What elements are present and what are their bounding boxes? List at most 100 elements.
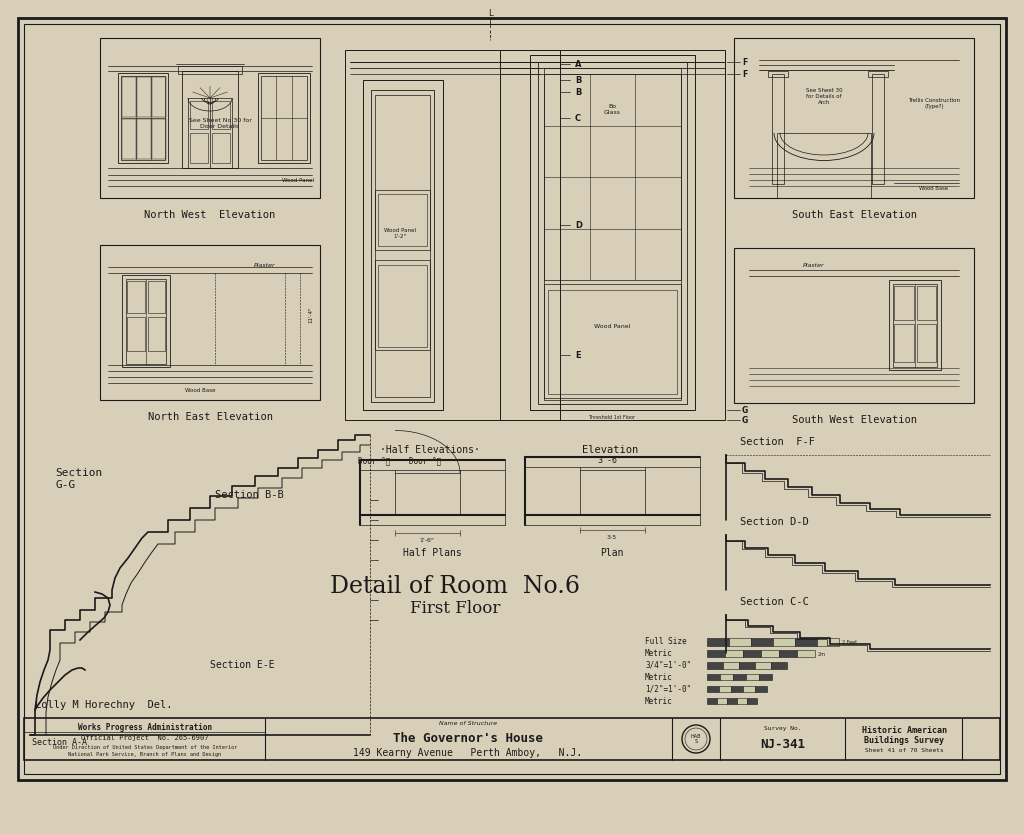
Text: Wood Base: Wood Base [920, 186, 948, 191]
Text: Survey No.: Survey No. [764, 726, 802, 731]
Bar [893, 284, 937, 367]
Text: Plan: Plan [600, 548, 624, 558]
Bar [100, 245, 319, 400]
Text: Section A-A: Section A-A [32, 738, 87, 747]
Text: Section D-D: Section D-D [740, 517, 809, 527]
Bar [797, 650, 815, 657]
Bar [345, 50, 560, 420]
Text: C: C [575, 113, 582, 123]
Bar [731, 686, 743, 692]
Text: 3/4"=1'-0": 3/4"=1'-0" [645, 661, 691, 670]
Bar [723, 662, 739, 669]
Bar [755, 662, 771, 669]
Text: Half Plans: Half Plans [402, 548, 462, 558]
Bar [755, 686, 767, 692]
Text: Wood Base: Wood Base [184, 388, 215, 393]
Text: 3'-6": 3'-6" [597, 456, 623, 465]
Bar [24, 24, 1000, 774]
Bar [375, 260, 430, 350]
Text: 3-5: 3-5 [607, 535, 617, 540]
Bar [707, 698, 717, 704]
Bar [190, 133, 208, 163]
Bar [707, 674, 720, 680]
Text: ·Half Elevations·: ·Half Elevations· [380, 445, 480, 455]
Bar [178, 66, 242, 74]
Bar [725, 650, 743, 657]
Bar [190, 101, 208, 129]
Bar [371, 90, 434, 402]
Bar [795, 638, 817, 646]
Text: Historic American: Historic American [861, 726, 946, 735]
Bar [182, 71, 238, 168]
Bar [894, 286, 914, 320]
Bar [727, 698, 737, 704]
Text: See Sheet No 30 for
Door Details: See Sheet No 30 for Door Details [188, 118, 252, 128]
Text: 2m: 2m [818, 651, 826, 656]
Text: Metric: Metric [645, 649, 673, 657]
Bar [779, 650, 797, 657]
Bar [548, 290, 677, 394]
Bar [212, 101, 230, 129]
Bar [872, 74, 884, 184]
Text: North West  Elevation: North West Elevation [144, 210, 275, 220]
Bar [258, 73, 310, 163]
Bar [817, 638, 839, 646]
Text: Section  F-F: Section F-F [740, 437, 815, 447]
Bar [212, 133, 230, 163]
Bar [152, 119, 166, 159]
Bar [771, 662, 787, 669]
Bar [122, 119, 136, 159]
Text: Lolly M Horechny  Del.: Lolly M Horechny Del. [35, 700, 172, 710]
Bar [733, 674, 746, 680]
Bar [734, 38, 974, 198]
Bar [734, 248, 974, 403]
Bar [137, 77, 151, 117]
Text: Name of Structure: Name of Structure [439, 721, 497, 726]
Text: F: F [742, 69, 748, 78]
Text: South West Elevation: South West Elevation [792, 415, 916, 425]
Bar [737, 698, 746, 704]
Bar [544, 284, 681, 400]
Text: Wood Panel
1'-2": Wood Panel 1'-2" [384, 228, 416, 239]
Text: Plaster: Plaster [254, 263, 275, 268]
Bar [148, 281, 165, 313]
Bar [746, 698, 757, 704]
Bar [743, 650, 761, 657]
Text: 1'-6": 1'-6" [420, 538, 434, 543]
Text: 1/2"=1'-0": 1/2"=1'-0" [645, 685, 691, 694]
Text: First Floor: First Floor [410, 600, 500, 617]
Bar [751, 638, 773, 646]
Text: Door °Ⓕ    Door °Ⓖ: Door °Ⓕ Door °Ⓖ [358, 456, 441, 465]
Text: Sheet 41 of 70 Sheets: Sheet 41 of 70 Sheets [864, 748, 943, 753]
Text: Official Project  No. 265-6907: Official Project No. 265-6907 [81, 735, 209, 741]
Bar [122, 77, 136, 117]
Bar [126, 279, 166, 364]
Bar [773, 638, 795, 646]
Bar [918, 286, 936, 320]
Text: Section C-C: Section C-C [740, 597, 809, 607]
Bar [375, 190, 430, 250]
Text: 11'-4": 11'-4" [308, 307, 313, 324]
Text: HAB
S: HAB S [691, 734, 701, 745]
Text: South East Elevation: South East Elevation [792, 210, 916, 220]
Bar [743, 686, 755, 692]
Text: G: G [742, 405, 749, 414]
Text: Threshold 1st Floor: Threshold 1st Floor [589, 415, 636, 420]
Text: B: B [575, 88, 582, 97]
Text: L
|: L | [487, 8, 493, 28]
Bar [761, 650, 779, 657]
Text: Detail of Room  No.6: Detail of Room No.6 [330, 575, 580, 598]
Bar [378, 194, 427, 246]
Bar [100, 38, 319, 198]
Bar [768, 71, 788, 77]
Bar [759, 674, 772, 680]
Bar [720, 674, 733, 680]
Bar [121, 76, 165, 160]
Bar [717, 698, 727, 704]
Text: Plaster: Plaster [803, 263, 824, 268]
Text: F: F [742, 58, 748, 67]
Bar [707, 662, 723, 669]
Text: E: E [575, 350, 581, 359]
Text: Elevation: Elevation [582, 445, 638, 455]
Bar [127, 281, 145, 313]
